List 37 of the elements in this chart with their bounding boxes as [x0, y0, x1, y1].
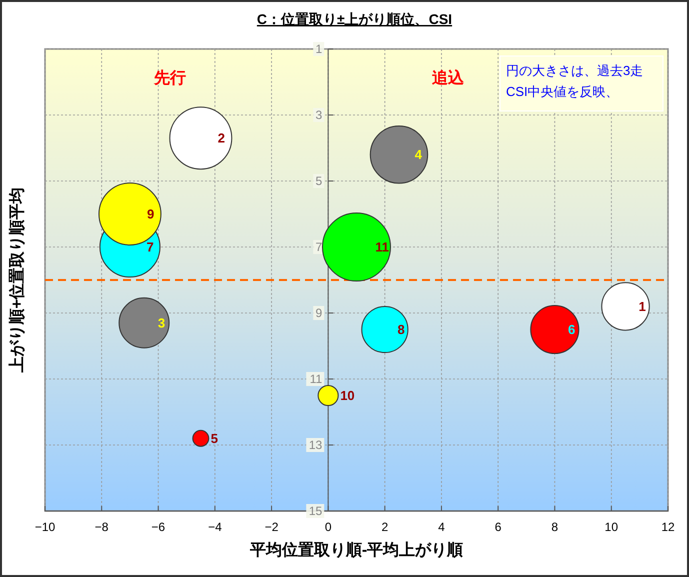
x-tick-label: 6 [494, 520, 502, 534]
x-tick-label: 4 [438, 520, 446, 534]
x-tick-label: 12 [661, 520, 675, 534]
annotation: 4 [414, 147, 423, 162]
annotation: 10 [340, 388, 355, 404]
annotation: 2 [218, 130, 226, 146]
y-tick-label: 9 [315, 306, 322, 320]
y-tick-label: 15 [308, 504, 322, 518]
annotation: 先行 [153, 69, 186, 87]
y-tick-label: 7 [315, 240, 322, 254]
annotation: 9 [146, 206, 154, 222]
x-tick-label: −4 [208, 520, 222, 534]
x-tick-label: −10 [34, 520, 56, 534]
annotation: 3 [158, 315, 166, 330]
y-axis-title: 上がり順+位置取り順平均 [8, 187, 26, 374]
y-tick-label: 3 [315, 108, 322, 122]
annotation: 6 [568, 322, 576, 338]
annotation: 11 [375, 240, 389, 255]
x-tick-label: 8 [551, 520, 558, 534]
chart-title: C：位置取り±上がり順位、CSI [256, 11, 452, 27]
y-tick-label: 11 [310, 372, 322, 386]
y-tick-label: 5 [315, 174, 322, 188]
annotation: 8 [398, 322, 405, 338]
x-tick-label: −6 [151, 520, 166, 534]
x-tick-label: 2 [381, 520, 388, 534]
y-tick-label: 1 [315, 42, 322, 56]
x-tick-label: 10 [604, 520, 618, 534]
x-axis-title: 平均位置取り順-平均上がり順 [248, 541, 464, 559]
annotation: 7 [146, 240, 154, 255]
y-tick-label: 13 [308, 438, 322, 452]
annotation: 1 [638, 298, 646, 314]
annotation: 円の大きさは、過去3走CSI中央値を反映、 [506, 63, 644, 99]
annotation: 5 [210, 430, 218, 446]
x-tick-label: −2 [264, 520, 279, 534]
x-tick-label: −8 [94, 520, 109, 534]
annotation: 追込 [431, 69, 465, 87]
x-tick-label: 0 [324, 520, 332, 534]
